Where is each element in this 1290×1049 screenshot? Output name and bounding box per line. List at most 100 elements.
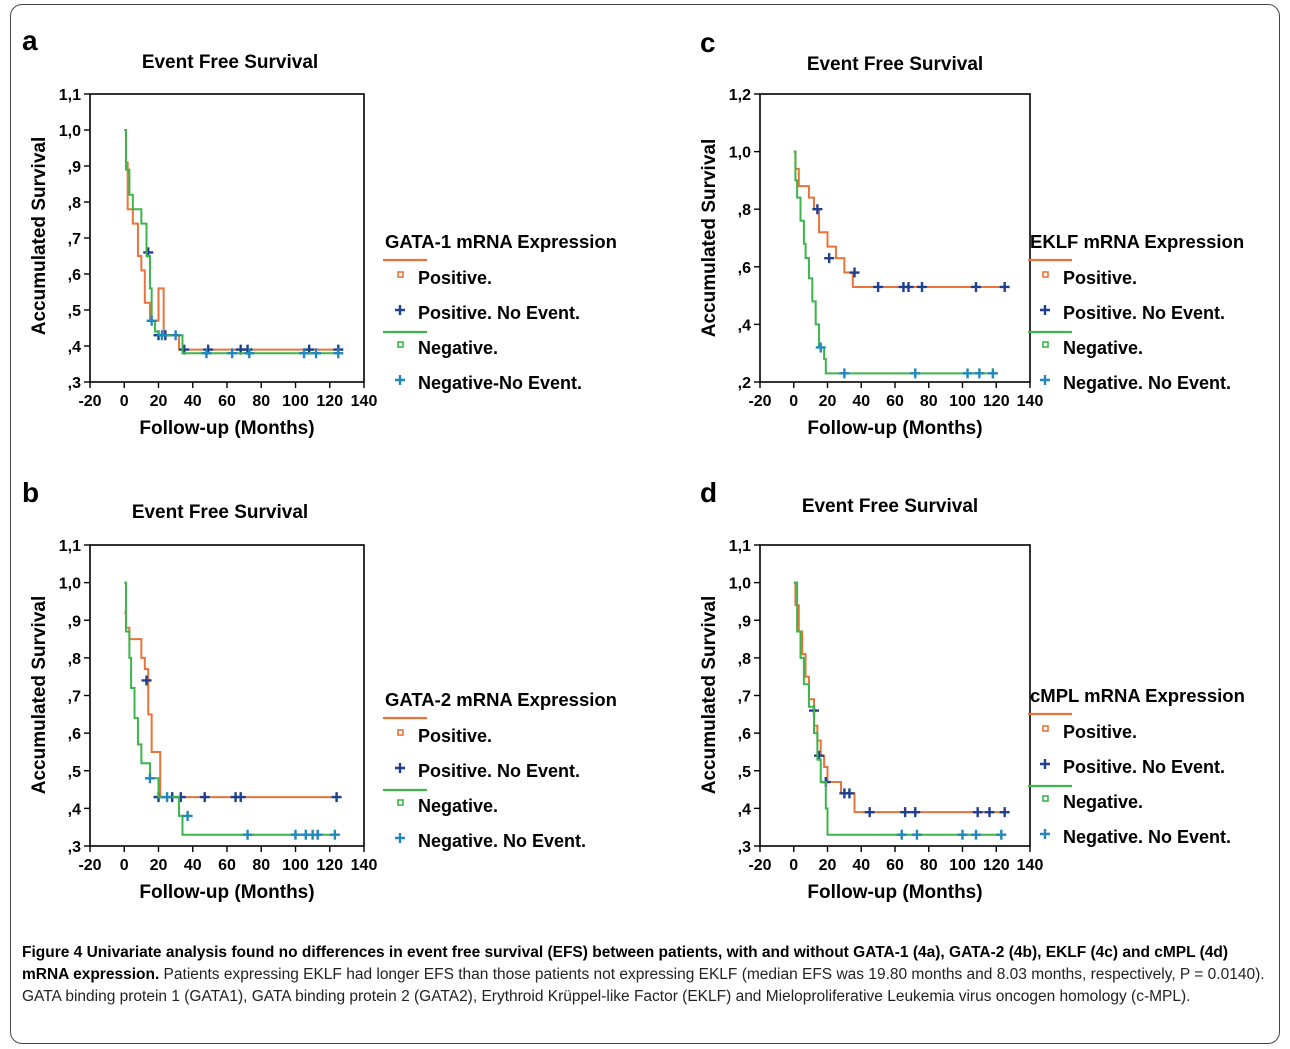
censor-mark-d-1 xyxy=(864,807,875,818)
x-tick-label-d: 100 xyxy=(949,857,976,874)
y-tick-label-c: ,2 xyxy=(738,375,751,392)
legend-label-d-2: Negative. xyxy=(1063,792,1143,812)
y-tick-label-d: ,8 xyxy=(738,651,751,668)
legend-label-c-0: Positive. xyxy=(1063,268,1137,288)
legend-a: GATA-1 mRNA Expression Positive. Positive.… xyxy=(383,231,617,393)
x-tick-label-a: 120 xyxy=(316,393,343,410)
x-tick-label-b: 120 xyxy=(316,857,343,874)
legend-label-b-2: Negative. xyxy=(418,796,498,816)
censor-mark-b-3 xyxy=(329,829,340,840)
panel-letter-b: b xyxy=(22,477,39,508)
y-tick-label-a: ,3 xyxy=(68,375,81,392)
x-axis-label-a: Follow-up (Months) xyxy=(139,418,314,439)
censor-mark-c-3 xyxy=(974,368,985,379)
censor-mark-d-3 xyxy=(911,829,922,840)
censor-mark-a-3 xyxy=(146,315,157,326)
legend-marker-d-0 xyxy=(1042,725,1049,732)
legend-marker-b-1 xyxy=(395,763,405,773)
y-axis-label-d: Accumulated Survival xyxy=(699,596,720,795)
y-tick-label-b: 1,0 xyxy=(59,576,81,593)
plot-frame-c xyxy=(759,93,1031,383)
legend-marker-b-0 xyxy=(397,729,404,736)
legend-title-c: EKLF mRNA Expression xyxy=(1030,231,1244,252)
y-tick-label-b: ,6 xyxy=(68,726,81,743)
censor-mark-a-3 xyxy=(170,330,181,341)
legend-label-b-3: Negative. No Event. xyxy=(418,831,586,851)
censor-mark-d-3 xyxy=(996,829,1007,840)
x-tick-label-c: 60 xyxy=(886,393,904,410)
censor-mark-b-3 xyxy=(144,773,155,784)
y-tick-label-d: ,3 xyxy=(738,839,751,856)
y-tick-label-d: ,6 xyxy=(738,726,751,743)
censor-mark-c-3 xyxy=(910,368,921,379)
figure-caption: Figure 4 Univariate analysis found no di… xyxy=(22,942,1272,1008)
plot-frame-d xyxy=(759,544,1031,847)
legend-marker-a-0 xyxy=(397,271,404,278)
x-axis-label-d: Follow-up (Months) xyxy=(807,882,982,903)
survival-curve-c-0 xyxy=(793,150,1005,288)
x-tick-label-b: 140 xyxy=(351,857,378,874)
caption-text: Patients expressing EKLF had longer EFS … xyxy=(22,966,1265,1005)
y-tick-label-a: ,8 xyxy=(68,195,81,212)
y-tick-label-a: ,5 xyxy=(68,303,81,320)
x-tick-label-b: 80 xyxy=(252,857,270,874)
censor-mark-b-3 xyxy=(182,810,193,821)
y-tick-label-c: 1,2 xyxy=(729,87,751,104)
y-tick-label-b: ,4 xyxy=(68,801,81,818)
legend-marker-d-3 xyxy=(1040,829,1050,839)
censor-mark-b-3 xyxy=(162,792,173,803)
legend-label-c-2: Negative. xyxy=(1063,338,1143,358)
x-tick-label-b: -20 xyxy=(78,857,101,874)
y-tick-label-b: ,3 xyxy=(68,839,81,856)
legend-label-a-3: Negative-No Event. xyxy=(418,373,582,393)
censor-mark-b-1 xyxy=(199,792,210,803)
censor-mark-b-3 xyxy=(242,829,253,840)
survival-curve-b-2 xyxy=(124,581,339,836)
x-tick-label-b: 0 xyxy=(120,857,129,874)
x-tick-label-d: 40 xyxy=(852,857,870,874)
x-tick-label-b: 20 xyxy=(150,857,168,874)
x-tick-label-c: 100 xyxy=(949,393,976,410)
y-tick-label-a: ,4 xyxy=(68,339,81,356)
y-tick-label-c: 1,0 xyxy=(729,145,751,162)
censor-mark-c-3 xyxy=(987,368,998,379)
plot-frame-a xyxy=(89,93,365,383)
x-tick-label-a: 40 xyxy=(184,393,202,410)
x-tick-label-d: 0 xyxy=(789,857,798,874)
panel-letter-a: a xyxy=(22,25,38,56)
censor-mark-b-3 xyxy=(290,829,301,840)
censor-mark-b-1 xyxy=(141,675,152,686)
y-axis-label-b: Accumulated Survival xyxy=(29,596,50,795)
y-tick-label-a: ,9 xyxy=(68,159,81,176)
x-tick-label-c: 0 xyxy=(789,393,798,410)
y-tick-label-d: ,7 xyxy=(738,689,751,706)
censor-mark-a-3 xyxy=(156,330,167,341)
x-tick-label-c: 20 xyxy=(819,393,837,410)
legend-label-d-0: Positive. xyxy=(1063,722,1137,742)
censor-mark-d-1 xyxy=(984,807,995,818)
censor-mark-a-3 xyxy=(299,348,310,359)
y-tick-label-a: ,6 xyxy=(68,267,81,284)
y-tick-label-d: 1,1 xyxy=(729,538,751,555)
survival-curve-c-2 xyxy=(793,150,997,375)
x-tick-label-d: 140 xyxy=(1017,857,1044,874)
x-tick-label-c: 120 xyxy=(983,393,1010,410)
x-tick-label-d: -20 xyxy=(748,857,771,874)
legend-label-b-1: Positive. No Event. xyxy=(418,761,580,781)
legend-marker-a-2 xyxy=(397,341,404,348)
chart-title-b: Event Free Survival xyxy=(132,502,308,523)
y-tick-label-c: ,4 xyxy=(738,317,751,334)
y-tick-label-b: ,5 xyxy=(68,764,81,781)
censor-mark-c-1 xyxy=(812,204,823,215)
x-tick-label-c: 40 xyxy=(852,393,870,410)
x-tick-label-a: 80 xyxy=(252,393,270,410)
legend-title-b: GATA-2 mRNA Expression xyxy=(385,689,617,710)
y-tick-label-d: ,4 xyxy=(738,801,751,818)
legend-label-d-1: Positive. No Event. xyxy=(1063,757,1225,777)
y-tick-label-b: ,8 xyxy=(68,651,81,668)
chart-panel-a: a Event Free Survival ,3 ,4 ,5 ,6 ,7 ,8 ,9 1,0 1,1… xyxy=(22,25,617,439)
censor-mark-d-1 xyxy=(972,807,983,818)
censor-mark-b-3 xyxy=(312,829,323,840)
legend-title-a: GATA-1 mRNA Expression xyxy=(385,231,617,252)
legend-title-d: cMPL mRNA Expression xyxy=(1030,685,1245,706)
